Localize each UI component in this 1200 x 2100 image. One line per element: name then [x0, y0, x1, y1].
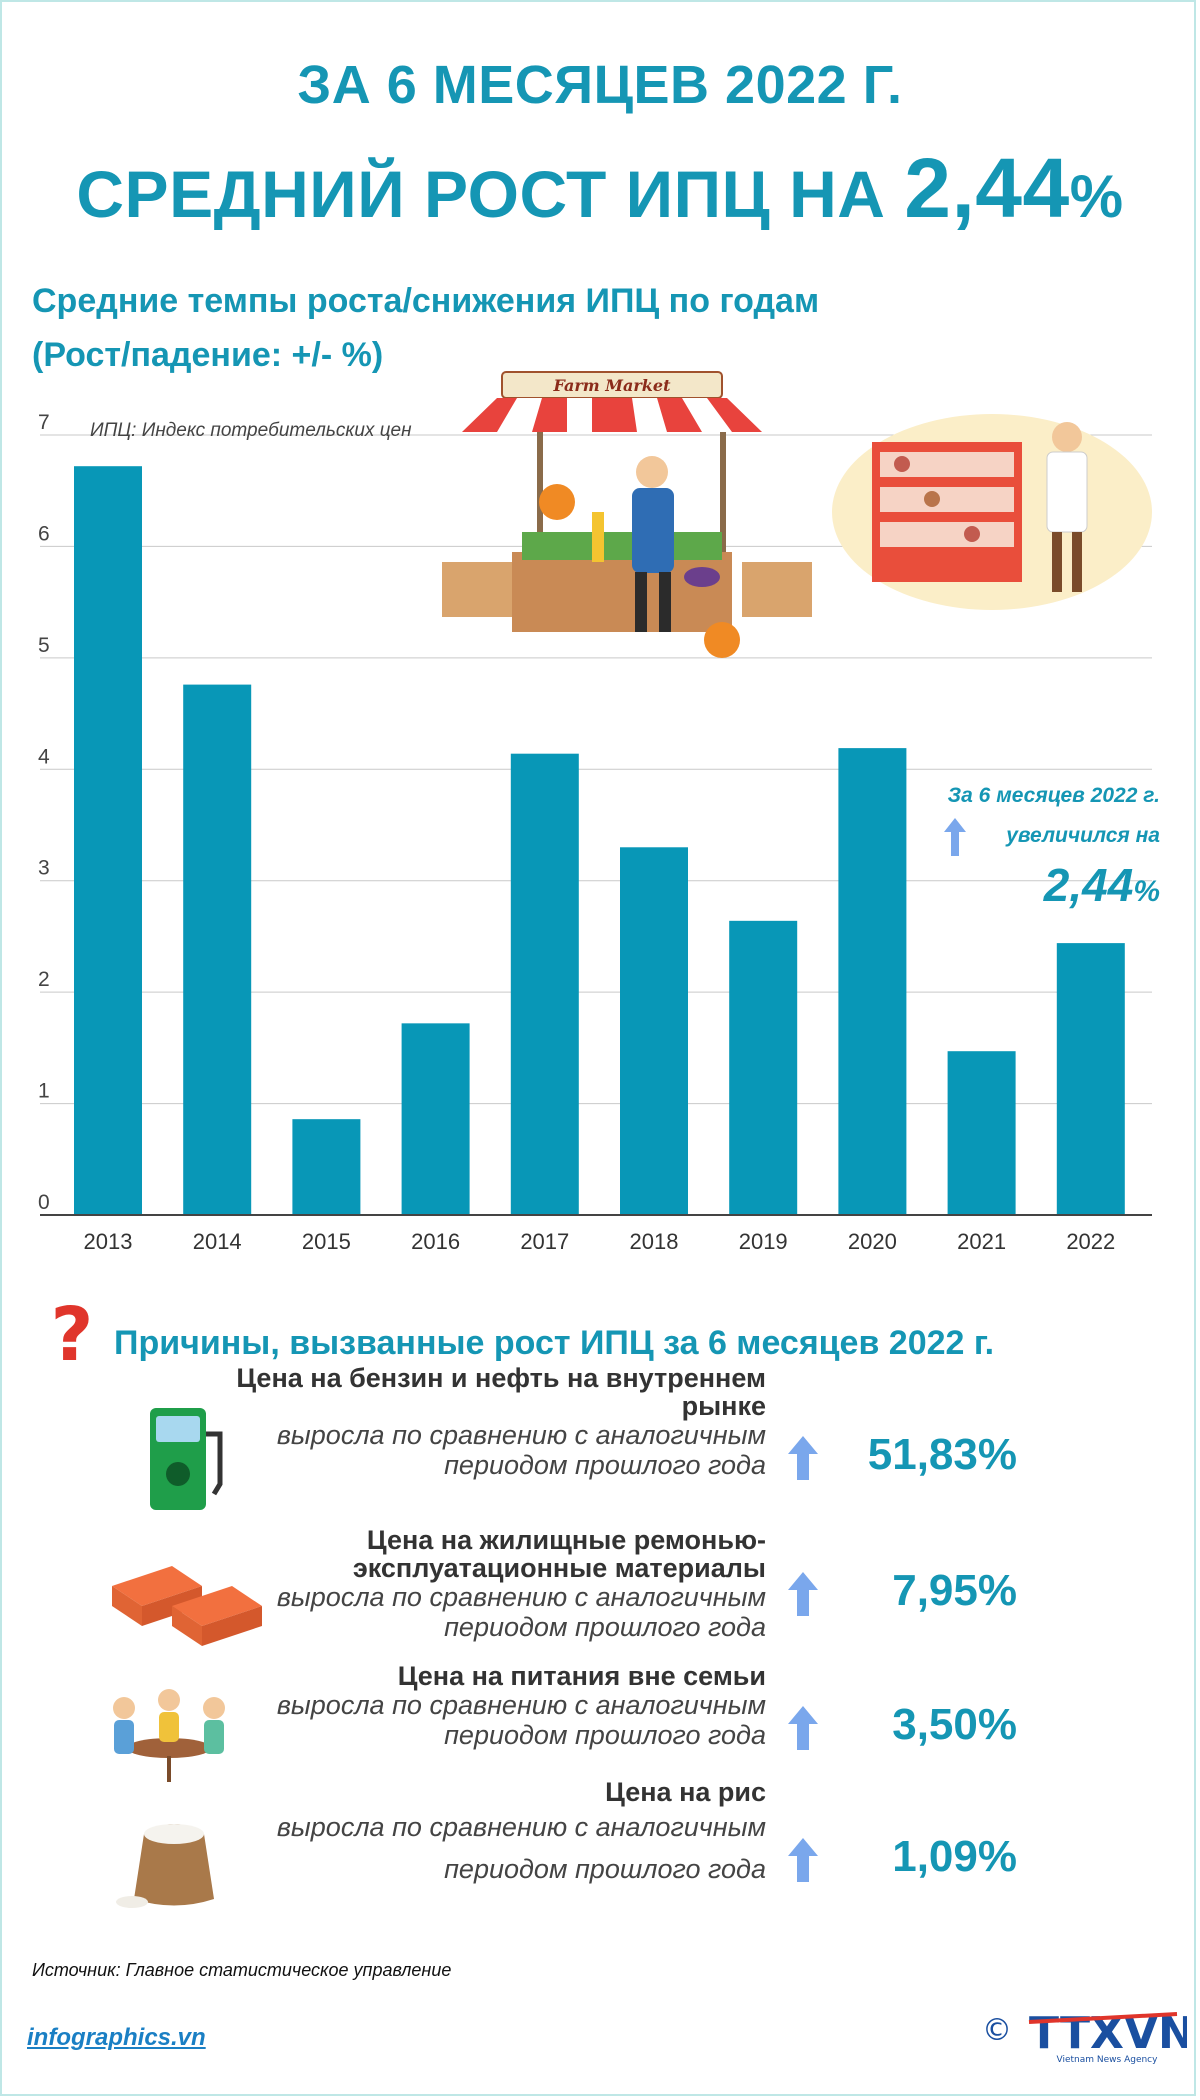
up-arrow-icon — [788, 1436, 818, 1480]
chart-y-labels: 0 1 2 3 4 5 6 7 — [38, 411, 50, 1214]
y-tick-label: 0 — [38, 1191, 50, 1214]
cpi-bar-chart: 2013 2014 2015 2016 2017 2018 2019 2020 2021 2022… — [38, 411, 1152, 1254]
chart-section-title: Средние темпы роста/снижения ИПЦ по года… — [32, 274, 819, 382]
callout-line1: За 6 месяцев 2022 г. — [947, 784, 1160, 807]
x-tick-label: 2013 — [84, 1229, 133, 1254]
reason-value: 3,50% — [892, 1700, 1017, 1749]
up-arrow-icon — [943, 818, 966, 856]
y-tick-label: 4 — [38, 745, 50, 768]
bar-2021 — [947, 1051, 1016, 1215]
question-mark-icon: ? — [51, 1298, 94, 1378]
site-link[interactable]: infographics.vn — [27, 2024, 206, 2051]
up-arrow-icon — [788, 1706, 818, 1750]
chart-callout: За 6 месяцев 2022 г. увеличился на 2,44% — [943, 776, 1160, 921]
reason-desc: выросла по сравнению с аналогичным перио… — [276, 1690, 766, 1750]
reason-text: Цена на рис выросла по сравнению с анало… — [206, 1778, 766, 1890]
x-tick-label: 2021 — [957, 1229, 1006, 1254]
bar-2015 — [292, 1119, 361, 1215]
reason-head: Цена на рис — [605, 1777, 766, 1807]
callout-line2: увеличился на — [943, 816, 1160, 856]
bar-2016 — [401, 1023, 470, 1215]
bar-2020 — [838, 748, 907, 1215]
cpi-note: ИПЦ: Индекс потребительских цен — [90, 420, 412, 441]
reason-value: 51,83% — [867, 1430, 1017, 1479]
reason-head: Цена на питания вне семьи — [397, 1661, 766, 1691]
bar-2018 — [620, 847, 688, 1215]
copyright-symbol: © — [982, 2013, 1012, 2048]
chart-bars — [74, 466, 1125, 1215]
callout-line2-text: увеличился на — [1006, 824, 1160, 847]
dining-people-icon — [113, 1689, 225, 1782]
chart-x-labels: 2013 2014 2015 2016 2017 2018 2019 2020 2021 2022 — [84, 1229, 1116, 1254]
reason-desc: выросла по сравнению с аналогичным перио… — [276, 1582, 766, 1642]
y-tick-label: 5 — [38, 634, 50, 657]
page-title-line1: ЗА 6 МЕСЯЦЕВ 2022 Г. — [297, 55, 903, 115]
reason-head: Цена на бензин и нефть на внутреннем рын… — [236, 1363, 766, 1421]
x-tick-label: 2014 — [193, 1229, 242, 1254]
bar-2013 — [74, 466, 142, 1215]
reasons-title: Причины, вызванные рост ИПЦ за 6 месяцев… — [114, 1324, 995, 1362]
reason-desc: выросла по сравнению с аналогичным перио… — [276, 1420, 766, 1480]
x-tick-label: 2016 — [411, 1229, 460, 1254]
logo-subtext: Vietnam News Agency — [1057, 2055, 1159, 2065]
chart-title-line1: Средние темпы роста/снижения ИПЦ по года… — [32, 282, 820, 320]
y-tick-label: 2 — [38, 968, 50, 991]
title-value: 2,44 — [904, 141, 1070, 235]
page-title-line2: СРЕДНИЙ РОСТ ИПЦ НА 2,44% — [2, 140, 1198, 237]
x-tick-label: 2019 — [739, 1229, 788, 1254]
reason-head: Цена на жилищные ремонью-эксплуатационны… — [352, 1525, 766, 1583]
y-tick-label: 3 — [38, 857, 50, 880]
bar-2017 — [510, 753, 579, 1215]
title-unit: % — [1069, 163, 1124, 230]
market-sign: Farm Market — [553, 376, 672, 395]
ttxvn-logo: © TTXVN Vietnam News Agency — [982, 2008, 1187, 2065]
rice-sack-icon — [116, 1824, 214, 1908]
callout-value-unit: % — [1133, 875, 1160, 908]
farm-market-illustration: Farm Market — [442, 371, 812, 658]
up-arrow-icon — [788, 1838, 818, 1882]
reason-text: Цена на бензин и нефть на внутреннем рын… — [206, 1364, 766, 1480]
up-arrow-icon — [788, 1572, 818, 1616]
chart-title-line2: (Рост/падение: +/- %) — [32, 336, 384, 374]
callout-value-number: 2,44 — [1043, 859, 1134, 911]
x-tick-label: 2020 — [848, 1229, 897, 1254]
reason-text: Цена на питания вне семьи выросла по сра… — [206, 1662, 766, 1750]
x-tick-label: 2015 — [302, 1229, 351, 1254]
svg-text:?: ? — [51, 1298, 94, 1378]
source-note: Источник: Главное статистическое управле… — [32, 1960, 452, 1980]
bricks-icon — [112, 1566, 262, 1646]
butcher-shop-illustration — [832, 414, 1152, 610]
y-tick-label: 1 — [38, 1080, 50, 1103]
y-tick-label: 6 — [38, 522, 50, 545]
reason-text: Цена на жилищные ремонью-эксплуатационны… — [206, 1526, 766, 1642]
callout-value: 2,44% — [948, 856, 1160, 921]
bar-2019 — [729, 920, 798, 1215]
bar-2014 — [183, 684, 252, 1215]
bar-2022 — [1056, 943, 1125, 1215]
x-tick-label: 2017 — [520, 1229, 569, 1254]
x-tick-label: 2018 — [630, 1229, 679, 1254]
fuel-pump-icon — [150, 1408, 223, 1510]
y-tick-label: 7 — [38, 411, 50, 434]
reason-value: 7,95% — [892, 1566, 1017, 1615]
reason-desc: выросла по сравнению с аналогичным перио… — [276, 1812, 766, 1884]
reason-value: 1,09% — [892, 1832, 1017, 1881]
x-tick-label: 2022 — [1066, 1229, 1115, 1254]
title-text: СРЕДНИЙ РОСТ ИПЦ НА — [76, 157, 886, 231]
